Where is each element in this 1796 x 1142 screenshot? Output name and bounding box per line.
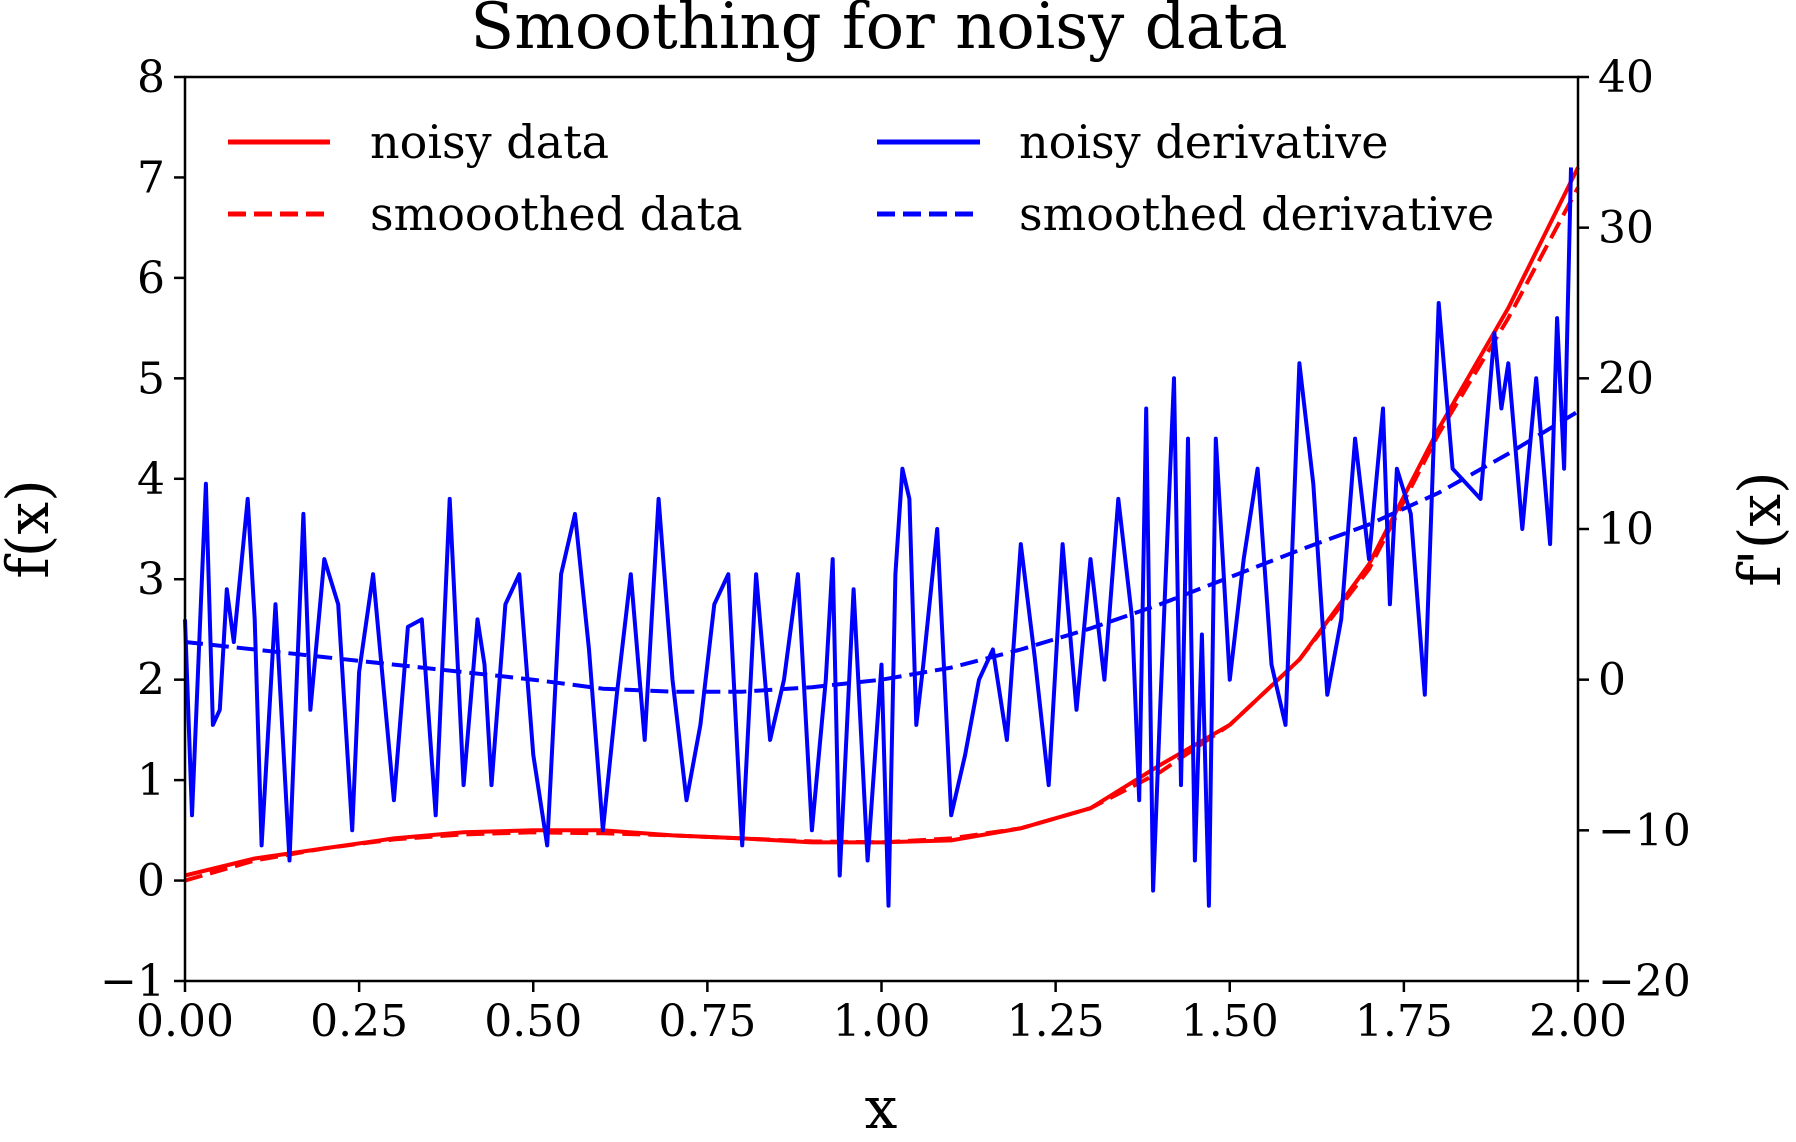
- y2-tick-label: −10: [1598, 805, 1691, 856]
- x-axis: 0.00 0.25 0.50 0.75 1.00 1.25 1.50 1.75 2.00: [136, 981, 1627, 1047]
- y2-tick-label: −20: [1598, 956, 1691, 1007]
- y-tick-label: 4: [137, 454, 165, 505]
- legend: noisy data smooothed data noisy derivati…: [228, 115, 1494, 241]
- x-axis-title: x: [865, 1074, 898, 1142]
- y2-tick-label: 30: [1598, 203, 1654, 254]
- y2-axis-title: f'(x): [1726, 471, 1794, 586]
- x-tick-label: 0.25: [310, 996, 408, 1047]
- x-tick-label: 1.00: [833, 996, 931, 1047]
- x-tick-label: 1.50: [1181, 996, 1279, 1047]
- y2-tick-label: 10: [1598, 504, 1654, 555]
- x-tick-label: 0.50: [484, 996, 582, 1047]
- series-layer: [183, 166, 1580, 908]
- x-tick-label: 0.75: [658, 996, 756, 1047]
- y-tick-label: 3: [137, 554, 165, 605]
- series-line-noisy-derivative: [183, 167, 1573, 908]
- y-axis-left: −1 0 1 2 3 4 5 6 7 8: [100, 52, 185, 1007]
- y-tick-label: 7: [137, 152, 165, 203]
- x-tick-label: 1.75: [1355, 996, 1453, 1047]
- series-line-smoothed-derivative: [184, 409, 1580, 694]
- y2-tick-label: 40: [1598, 52, 1654, 103]
- series-line-noisy-data: [184, 166, 1580, 878]
- y-tick-label: 0: [137, 856, 165, 907]
- y2-tick-label: 20: [1598, 353, 1654, 404]
- y-tick-label: 6: [137, 253, 165, 304]
- x-tick-label: 2.00: [1529, 996, 1627, 1047]
- legend-label-smoothed-derivative: smoothed derivative: [1019, 187, 1494, 241]
- chart-title: Smoothing for noisy data: [470, 0, 1287, 64]
- y-tick-label: 5: [137, 353, 165, 404]
- y-tick-label: −1: [100, 956, 165, 1007]
- y-axis-title: f(x): [0, 479, 62, 578]
- y-tick-label: 1: [137, 755, 165, 806]
- y-tick-label: 2: [137, 655, 165, 706]
- y-axis-right: −20 −10 0 10 20 30 40: [1578, 52, 1691, 1007]
- y2-tick-label: 0: [1598, 655, 1626, 706]
- y-tick-label: 8: [137, 52, 165, 103]
- legend-label-noisy-data: noisy data: [370, 115, 609, 169]
- legend-label-smoothed-data: smooothed data: [370, 187, 743, 241]
- series-line-smooothed-data: [184, 186, 1580, 883]
- legend-label-noisy-derivative: noisy derivative: [1019, 115, 1388, 169]
- x-tick-label: 1.25: [1007, 996, 1105, 1047]
- x-tick-label: 0.00: [136, 996, 234, 1047]
